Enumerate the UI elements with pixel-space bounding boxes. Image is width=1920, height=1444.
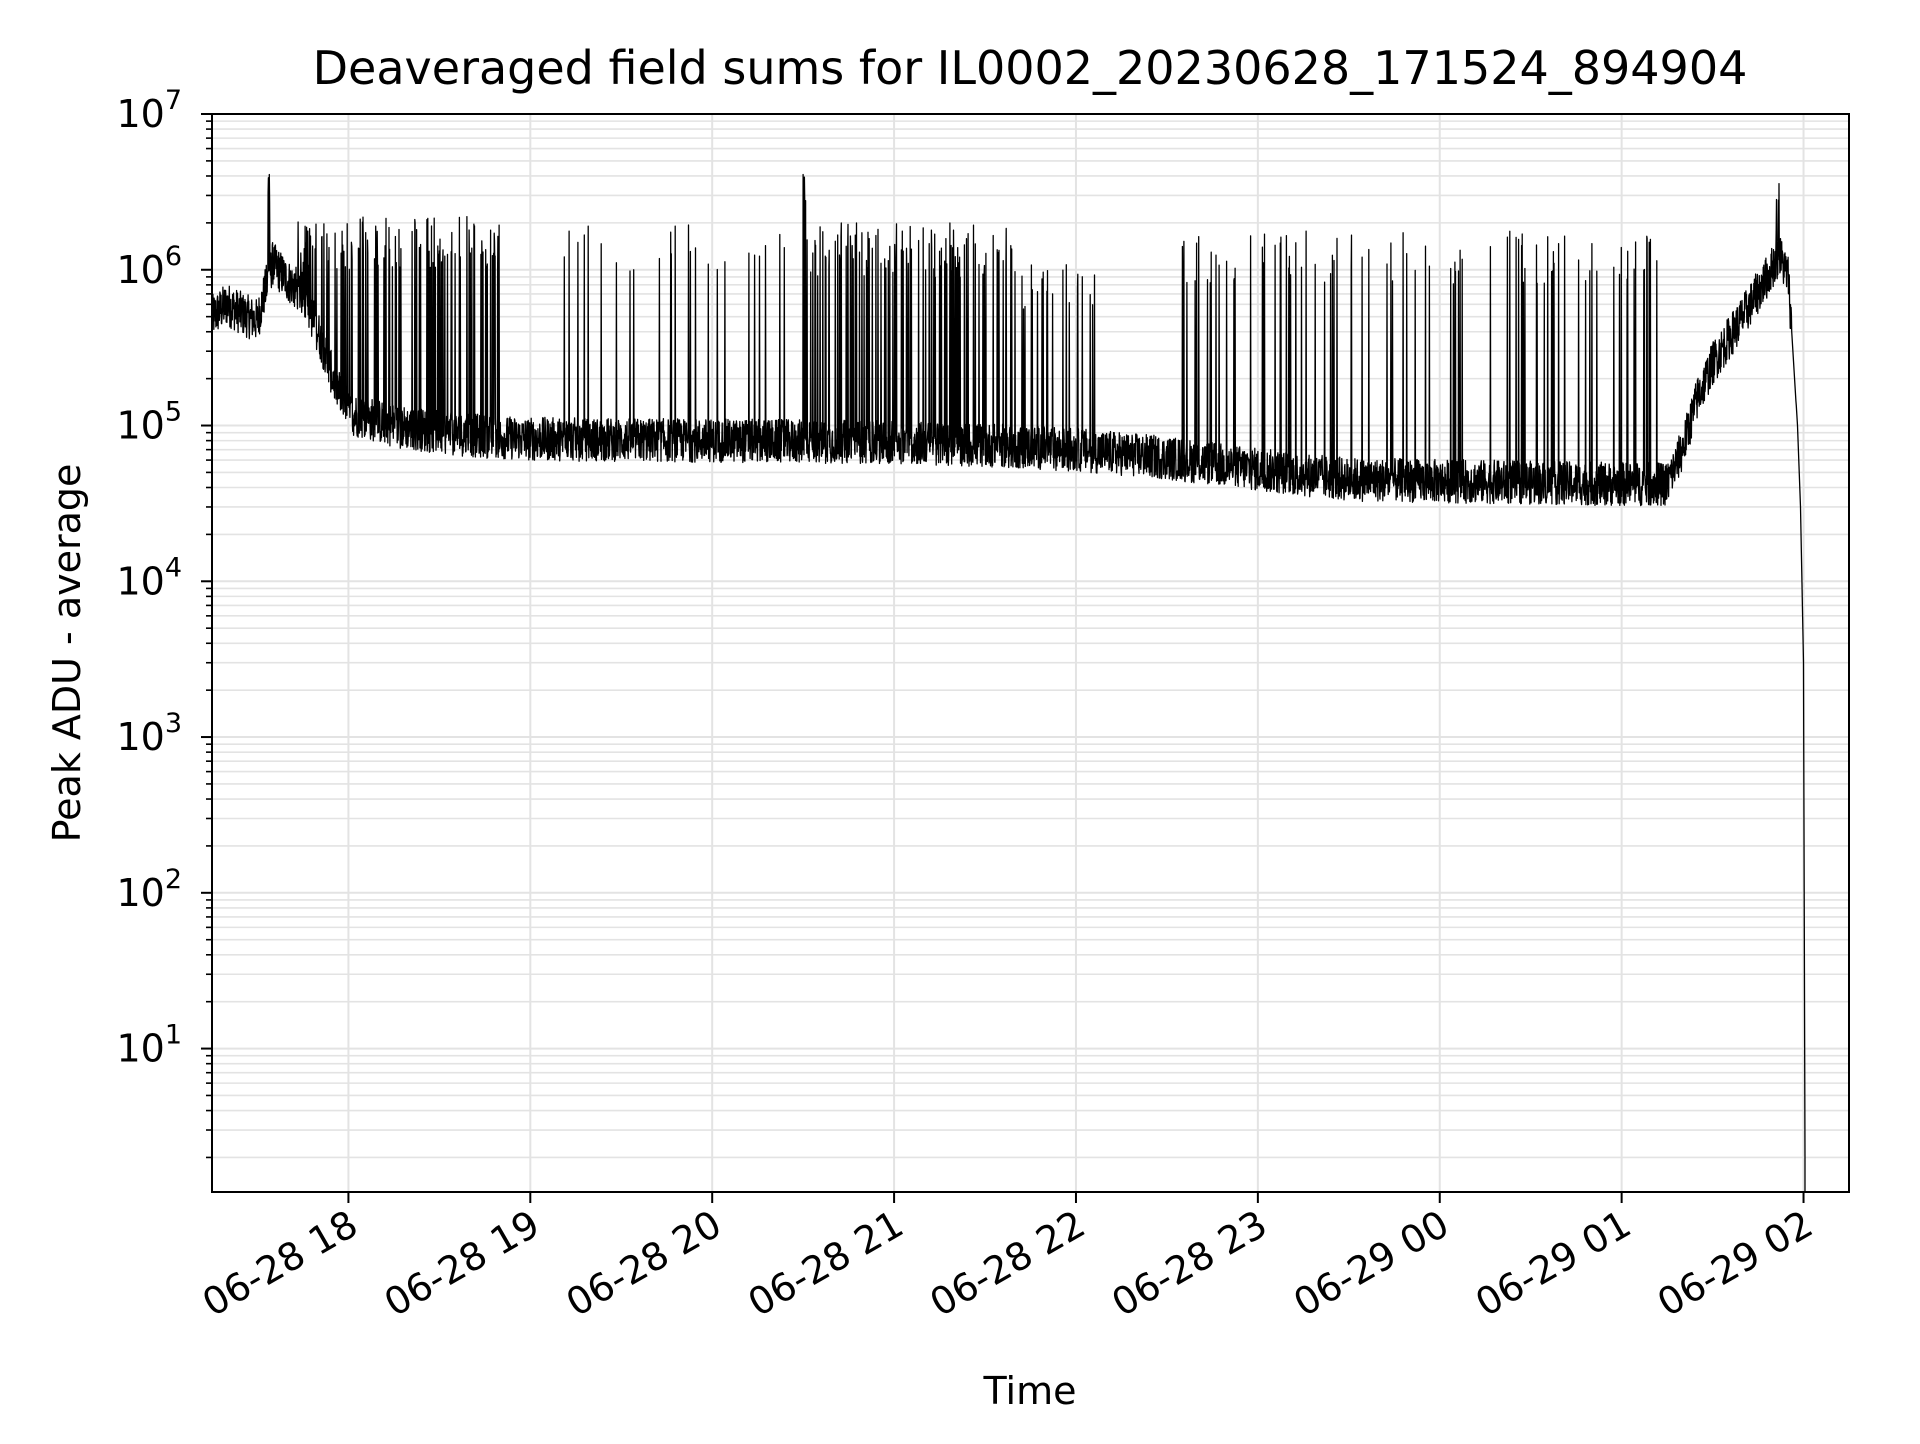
y-axis-ticks: 101 102 103 104 105 106 107 <box>116 85 212 1159</box>
series-line <box>211 173 1806 1192</box>
y-tick-label: 105 <box>116 397 182 448</box>
y-tick-label: 104 <box>116 552 182 603</box>
y-tick-label: 101 <box>116 1020 182 1071</box>
chart-title: Deaveraged field sums for IL0002_2023062… <box>313 41 1748 95</box>
y-tick-label: 103 <box>116 708 182 759</box>
y-tick-label: 106 <box>116 241 182 292</box>
x-axis-label: Time <box>983 1369 1077 1413</box>
plot-frame <box>211 113 1850 1193</box>
y-axis-label: Peak ADU - average <box>45 464 89 843</box>
data-line <box>211 173 1806 1192</box>
y-tick-label: 102 <box>116 864 182 915</box>
y-tick-label: 107 <box>116 85 182 136</box>
